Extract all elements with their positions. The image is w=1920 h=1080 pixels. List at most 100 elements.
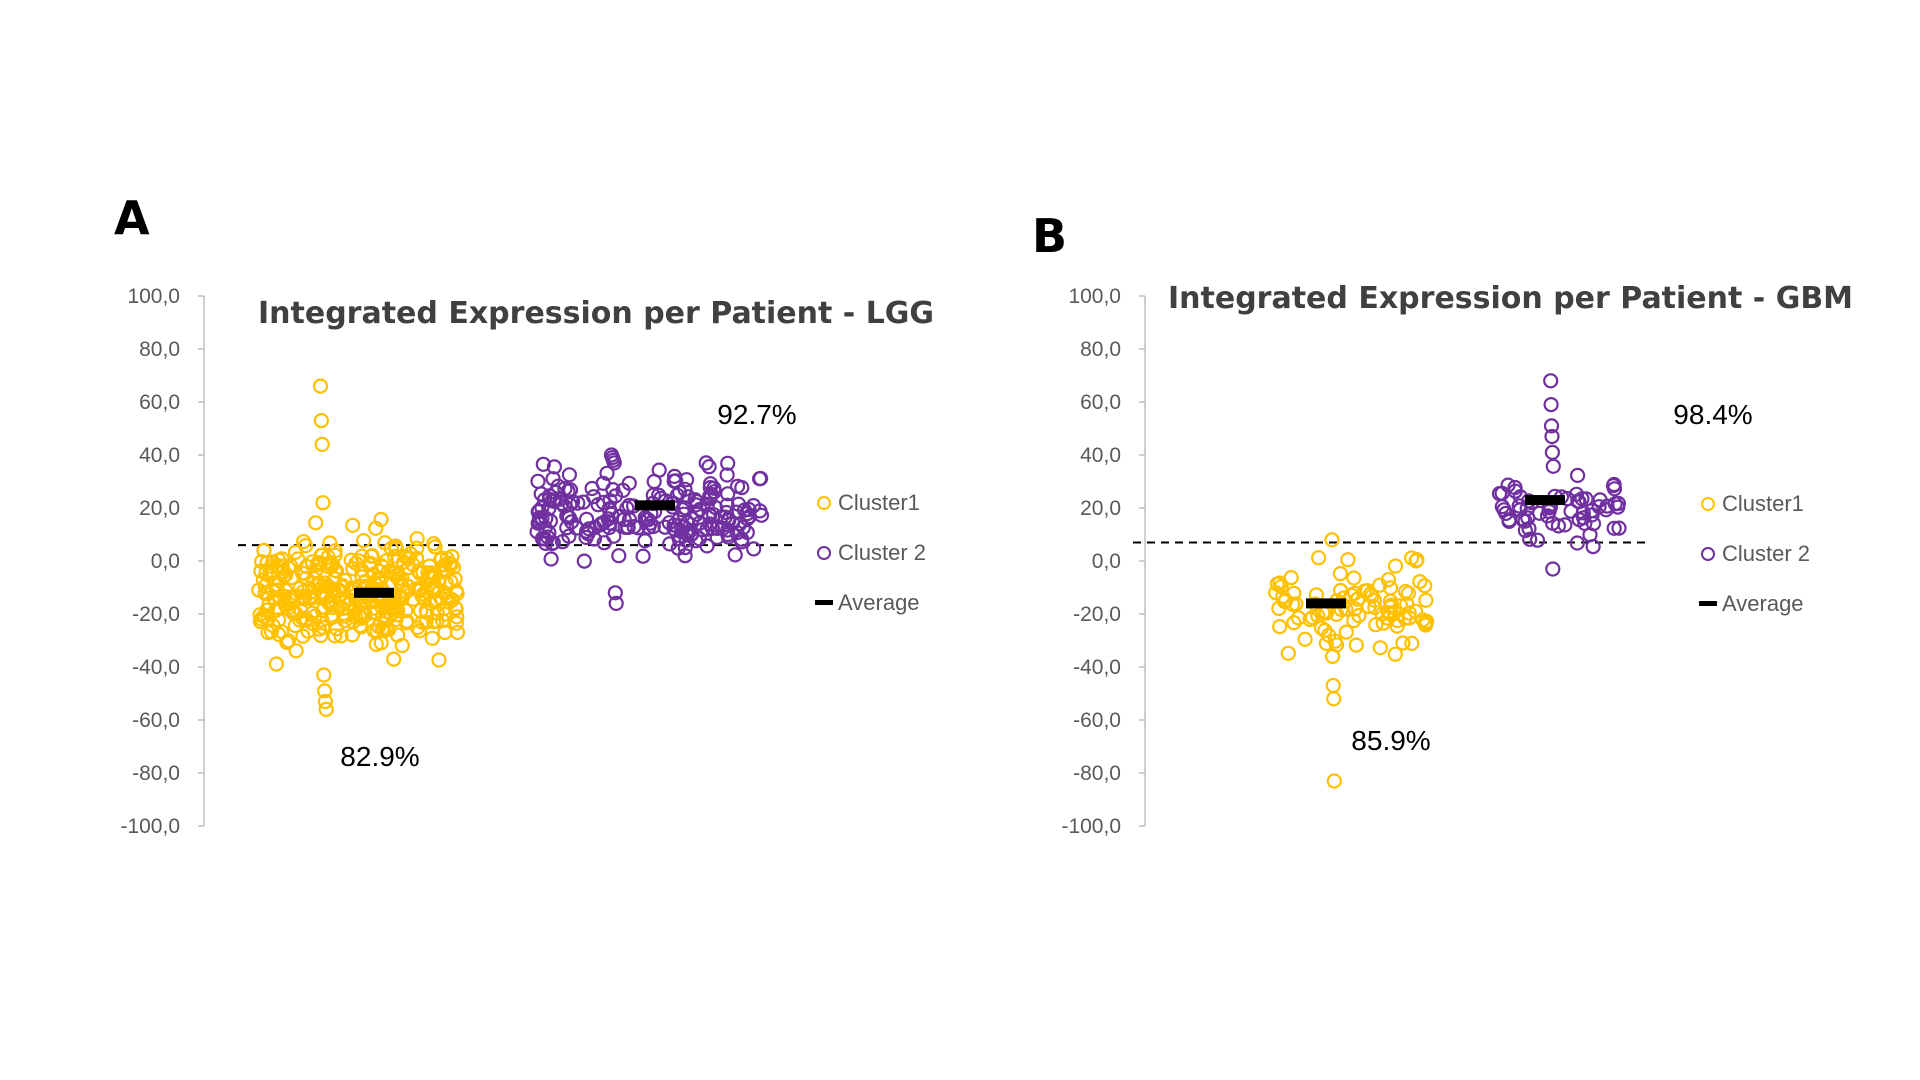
chart-title: Integrated Expression per Patient - GBM [1168, 281, 1853, 316]
data-point [669, 487, 685, 503]
data-point [311, 621, 327, 637]
data-point [576, 553, 592, 569]
data-point [605, 482, 621, 498]
data-point [559, 520, 575, 536]
data-point [429, 605, 445, 621]
data-point [541, 488, 558, 504]
data-point [702, 480, 718, 496]
y-tick-label: -80,0 [1073, 762, 1121, 785]
data-point [1517, 513, 1533, 529]
percentage-annotation: 92.7% [717, 399, 796, 430]
data-point [599, 465, 615, 481]
data-point [1317, 622, 1333, 639]
data-point [673, 524, 690, 540]
data-point [1544, 515, 1561, 531]
data-point [268, 656, 284, 672]
data-point [626, 518, 642, 535]
data-point [317, 683, 333, 699]
series-1-points [251, 378, 466, 718]
data-point [611, 548, 627, 564]
data-point [1326, 773, 1342, 789]
percentage-annotation: 82.9% [340, 741, 419, 772]
data-point [322, 535, 338, 551]
data-point [448, 615, 464, 631]
data-point [397, 549, 413, 565]
data-point [295, 628, 311, 644]
data-point [556, 498, 573, 514]
data-point [727, 547, 743, 563]
data-point [608, 595, 624, 612]
data-point [1529, 532, 1546, 548]
data-point [616, 511, 632, 528]
chart-title: Integrated Expression per Patient - LGG [258, 296, 934, 331]
data-point [531, 514, 547, 530]
data-point [371, 618, 387, 635]
y-tick-label: 40,0 [1080, 444, 1121, 467]
data-point [345, 517, 361, 533]
data-point [1403, 550, 1420, 566]
legend-cluster1-marker [1701, 497, 1715, 511]
data-point [251, 582, 267, 598]
data-point [1606, 520, 1622, 536]
legend-label: Cluster 2 [838, 540, 926, 565]
data-point [412, 565, 428, 582]
data-point [1326, 691, 1342, 707]
data-point [1272, 618, 1288, 635]
percentage-annotation: 98.4% [1673, 399, 1752, 430]
data-point [1498, 505, 1514, 522]
data-point [317, 693, 333, 710]
data-point [1400, 585, 1417, 601]
data-point [720, 455, 736, 471]
data-point [735, 519, 752, 536]
data-point [1375, 615, 1391, 631]
data-point [554, 534, 571, 550]
data-point [1543, 373, 1559, 389]
y-tick-label: 20,0 [1080, 497, 1121, 520]
data-point [753, 507, 770, 523]
data-point [333, 628, 349, 644]
data-point [606, 455, 622, 471]
data-point [635, 548, 651, 564]
legend-average-marker [815, 600, 833, 605]
data-point [1297, 631, 1313, 647]
data-point [320, 558, 336, 575]
data-point [386, 651, 402, 667]
data-point [560, 508, 576, 525]
y-tick-label: -20,0 [132, 603, 180, 626]
data-point [365, 566, 381, 583]
data-point [720, 529, 737, 545]
data-point [1610, 499, 1626, 515]
data-point [1584, 507, 1600, 523]
data-point [557, 481, 573, 497]
data-point [263, 623, 280, 640]
data-point [253, 611, 269, 627]
data-point [356, 532, 372, 549]
data-point [1522, 531, 1538, 547]
data-point [362, 555, 378, 572]
data-point [1544, 428, 1560, 445]
data-point [1395, 635, 1411, 651]
data-point [1348, 637, 1364, 653]
data-point [1347, 601, 1363, 617]
data-point [315, 495, 331, 511]
data-point [1599, 498, 1615, 514]
data-point [344, 627, 360, 643]
legend-average-marker [1699, 601, 1717, 606]
data-point [418, 603, 435, 619]
average-marker [635, 500, 675, 511]
percentage-annotation: 85.9% [1351, 725, 1430, 756]
legend-label: Average [838, 590, 920, 615]
data-point [746, 541, 762, 557]
data-point [729, 478, 746, 494]
data-point [308, 515, 324, 531]
data-point [603, 506, 620, 522]
data-point [313, 627, 329, 644]
data-point [414, 588, 430, 605]
data-point [721, 512, 737, 529]
data-point [386, 548, 403, 564]
data-point [678, 472, 695, 488]
data-point [1324, 532, 1340, 548]
data-point [1545, 458, 1561, 474]
y-tick-label: 60,0 [139, 391, 180, 414]
data-point [1327, 633, 1343, 649]
